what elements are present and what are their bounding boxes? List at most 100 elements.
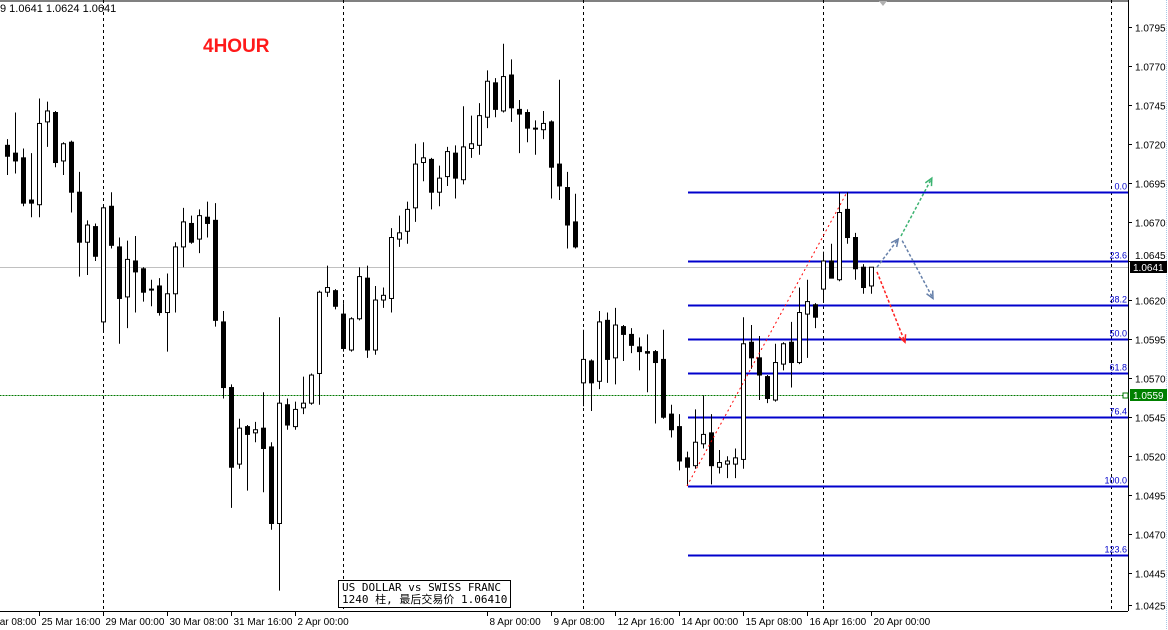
y-tick-label: 1.0720: [1135, 141, 1166, 152]
arrow-green-up-line[interactable]: [900, 177, 933, 237]
candle-bullish: [597, 321, 602, 382]
candle-bearish: [189, 222, 194, 243]
y-tick-label: 1.0520: [1135, 453, 1166, 464]
trend-line[interactable]: [686, 191, 848, 487]
fib-level-label: 50.0: [1109, 329, 1127, 339]
candle-bullish: [149, 288, 154, 291]
candle-bearish: [557, 163, 562, 187]
fib-level-label: 0.0: [1114, 182, 1127, 192]
candle-bearish: [221, 321, 226, 389]
candle-bullish: [421, 157, 426, 164]
candle-bullish: [797, 312, 802, 364]
candle-bullish: [717, 462, 722, 468]
fib-level-label: 76.4: [1109, 407, 1127, 417]
horizontal-line-handle[interactable]: [1122, 392, 1129, 399]
candle-bullish: [325, 287, 330, 293]
x-tick-label: 14 Apr 00:00: [682, 617, 739, 628]
candle-bullish: [277, 402, 282, 524]
x-tick-label: 31 Mar 16:00: [234, 617, 293, 628]
candle-bearish: [13, 152, 18, 162]
candle-bearish: [661, 358, 666, 418]
candle-bullish: [397, 232, 402, 240]
candle-bearish: [685, 457, 690, 468]
candle-bullish: [317, 291, 322, 374]
candle-bearish: [757, 357, 762, 376]
fib-level-label: 61.8: [1109, 363, 1127, 373]
candle-bearish: [637, 346, 642, 353]
y-tick-label: 1.0470: [1135, 531, 1166, 542]
candle-bearish: [845, 208, 850, 239]
y-tick-label: 1.0570: [1135, 375, 1166, 386]
x-tick-label: 9 Apr 08:00: [554, 617, 606, 628]
candle-bullish: [357, 276, 362, 320]
candle-bearish: [589, 360, 594, 384]
candle-bearish: [5, 144, 10, 157]
candle-bearish: [213, 219, 218, 321]
candle-bearish: [605, 319, 610, 360]
candle-bearish: [709, 432, 714, 467]
candle-bullish: [301, 402, 306, 409]
fib-level-label: 100.0: [1104, 476, 1127, 486]
y-tick-label: 1.0425: [1135, 602, 1166, 613]
candle-bearish: [245, 426, 250, 435]
candle-bullish: [437, 177, 442, 193]
y-tick-label: 1.0645: [1135, 251, 1166, 262]
candle-bearish: [677, 426, 682, 462]
arrow-red-down-line[interactable]: [876, 271, 906, 343]
candle-bearish: [205, 216, 210, 224]
candle-bullish: [725, 460, 730, 465]
candle-bearish: [517, 108, 522, 115]
candle-bearish: [77, 191, 82, 243]
candle-bearish: [621, 326, 626, 335]
candle-bullish: [693, 441, 698, 467]
candle-bearish: [549, 121, 554, 168]
candle-bullish: [477, 115, 482, 146]
y-tick-label: 1.0695: [1135, 180, 1166, 191]
y-tick-label: 1.0495: [1135, 492, 1166, 503]
candle-bearish: [525, 112, 530, 129]
candle-bullish: [469, 143, 474, 149]
x-tick-label: 20 Apr 00:00: [874, 617, 931, 628]
candle-bullish: [61, 143, 66, 162]
x-tick-label: 25 Mar 16:00: [42, 617, 101, 628]
x-tick-label: 24 Mar 08:00: [0, 617, 37, 628]
candle-bearish: [93, 226, 98, 257]
candle-bullish: [461, 146, 466, 181]
candle-bullish: [165, 293, 170, 314]
candle-bearish: [53, 112, 58, 164]
arrow-blue-up-line[interactable]: [876, 238, 899, 268]
candle-bearish: [629, 333, 634, 346]
x-tick-label: 15 Apr 08:00: [746, 617, 803, 628]
candle-bearish: [509, 74, 514, 109]
y-tick-label: 1.0545: [1135, 414, 1166, 425]
y-tick-label: 1.0795: [1135, 24, 1166, 35]
candle-bearish: [573, 221, 578, 248]
candle-bullish: [413, 163, 418, 209]
candle-bearish: [21, 157, 26, 204]
candle-bullish: [837, 212, 842, 281]
candle-bearish: [565, 187, 570, 226]
candle-bullish: [405, 208, 410, 232]
chart-shift-marker-icon: [879, 1, 887, 6]
candle-bearish: [285, 404, 290, 426]
fib-level-label: 123.6: [1104, 545, 1127, 555]
arrow-blue-down-line[interactable]: [901, 240, 934, 299]
y-tick-label: 1.0445: [1135, 570, 1166, 581]
candle-bearish: [453, 152, 458, 179]
candle-bearish: [861, 266, 866, 289]
y-tick-label: 1.0670: [1135, 219, 1166, 230]
candle-bearish: [853, 237, 858, 270]
candle-bullish: [349, 318, 354, 351]
candle-bearish: [229, 387, 234, 468]
candle-bearish: [117, 246, 122, 299]
candle-bullish: [541, 122, 546, 131]
candle-bullish: [733, 457, 738, 465]
candle-bearish: [333, 290, 338, 307]
candle-bullish: [773, 362, 778, 401]
candle-bearish: [669, 413, 674, 431]
x-tick-label: 16 Apr 16:00: [810, 617, 867, 628]
x-tick-label: 29 Mar 00:00: [106, 617, 165, 628]
candle-bearish: [429, 158, 434, 193]
fib-level-label: 38.2: [1109, 295, 1127, 305]
